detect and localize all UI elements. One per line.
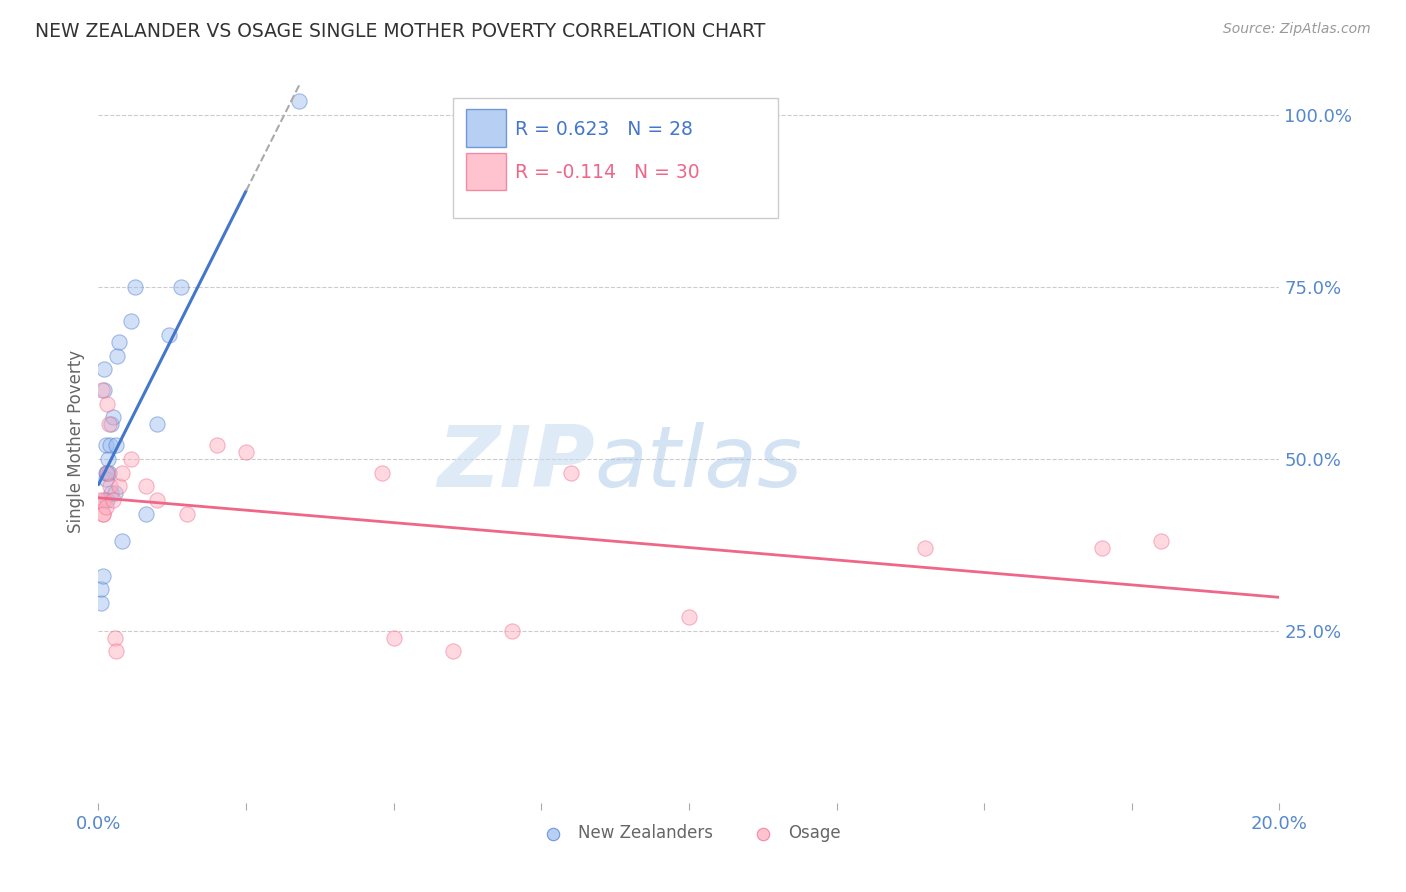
FancyBboxPatch shape (465, 109, 506, 147)
Point (97, 451, 120, 466)
Point (94, 438, 117, 452)
Point (1091, 541, 1114, 556)
Point (105, 644, 128, 658)
Text: R = -0.114   N = 30: R = -0.114 N = 30 (516, 163, 700, 182)
Point (94, 466, 117, 480)
Text: Source: ZipAtlas.com: Source: ZipAtlas.com (1223, 22, 1371, 37)
Point (135, 479, 157, 493)
Text: ZIP: ZIP (437, 422, 595, 505)
Point (111, 466, 134, 480)
Text: R = 0.623   N = 28: R = 0.623 N = 28 (516, 120, 693, 139)
Point (382, 631, 405, 645)
Point (96, 493, 118, 508)
Point (104, 631, 127, 645)
Text: NEW ZEALANDER VS OSAGE SINGLE MOTHER POVERTY CORRELATION CHART: NEW ZEALANDER VS OSAGE SINGLE MOTHER POV… (35, 22, 765, 41)
Point (170, 279, 193, 293)
FancyBboxPatch shape (465, 153, 506, 190)
Point (157, 327, 180, 342)
Point (98, 466, 121, 480)
Point (96, 466, 118, 480)
Point (108, 334, 131, 349)
Point (105, 349, 128, 363)
Point (678, 610, 700, 624)
Point (146, 493, 169, 508)
Point (441, 644, 464, 658)
Point (103, 410, 125, 425)
Text: atlas: atlas (595, 422, 803, 505)
Point (89, 493, 111, 508)
Point (98, 479, 121, 493)
Point (93, 383, 115, 397)
Point (93, 493, 115, 508)
Point (94, 500, 117, 514)
Point (501, 624, 523, 638)
Point (100, 417, 122, 432)
Point (205, 438, 228, 452)
Point (93, 362, 115, 376)
Point (98, 417, 121, 432)
Point (100, 486, 122, 500)
Point (371, 466, 394, 480)
Point (108, 479, 131, 493)
Point (91, 383, 114, 397)
Point (124, 279, 146, 293)
Point (104, 486, 127, 500)
Point (94, 472, 117, 486)
Point (560, 466, 582, 480)
Point (111, 534, 134, 549)
Point (135, 507, 157, 521)
Point (288, 94, 311, 108)
Point (146, 417, 169, 432)
Point (914, 541, 936, 556)
Point (120, 314, 142, 328)
Point (90, 582, 112, 597)
Point (91, 507, 114, 521)
Point (91, 568, 114, 582)
Point (1150, 534, 1173, 549)
Point (176, 507, 198, 521)
Legend: New Zealanders, Osage: New Zealanders, Osage (530, 817, 848, 848)
Point (105, 438, 128, 452)
Point (90, 596, 112, 610)
Point (91, 507, 114, 521)
Point (235, 445, 257, 459)
Point (96, 397, 118, 411)
Point (98, 438, 121, 452)
Point (120, 451, 142, 466)
Point (103, 493, 125, 508)
FancyBboxPatch shape (453, 98, 778, 218)
Point (96, 466, 118, 480)
Y-axis label: Single Mother Poverty: Single Mother Poverty (66, 350, 84, 533)
